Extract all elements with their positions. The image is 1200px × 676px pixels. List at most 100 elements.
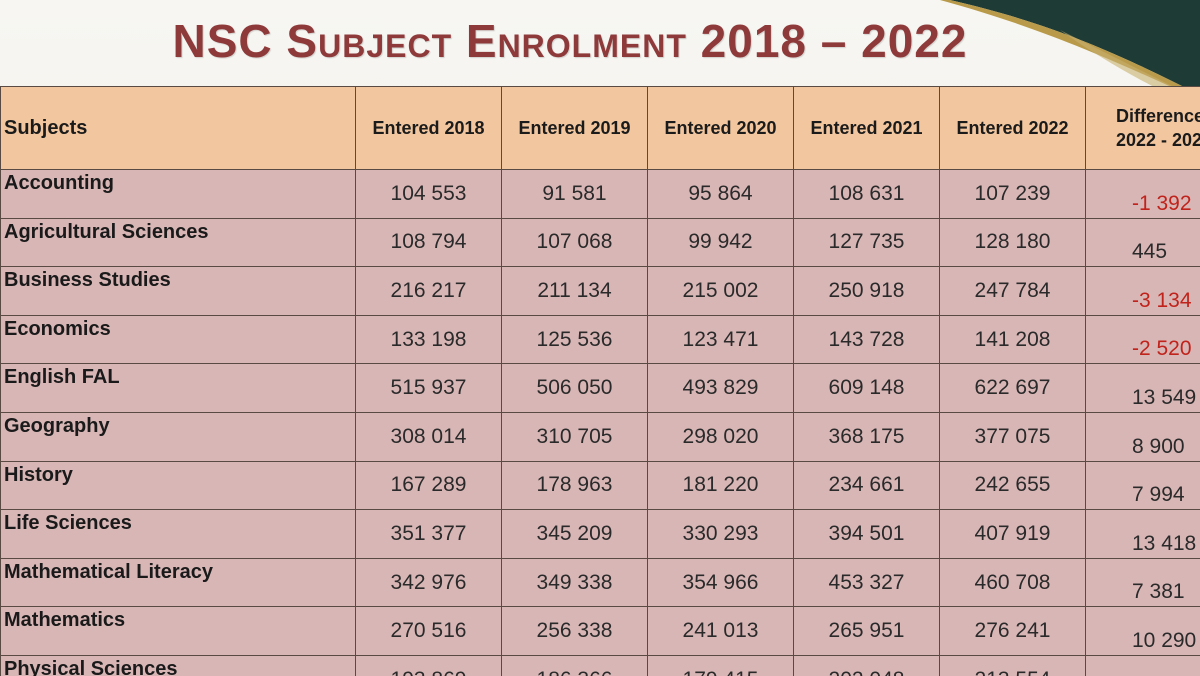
subject-cell: Mathematics <box>0 606 356 656</box>
value-cell: 351 377 <box>355 509 502 559</box>
table-header-row: Subjects Entered 2018 Entered 2019 Enter… <box>0 86 1200 170</box>
table-row: Accounting 104 553 91 581 95 864 108 631 107 … <box>0 169 1200 219</box>
value-cell: 276 241 <box>939 606 1086 656</box>
value-cell: 99 942 <box>647 217 794 268</box>
value-cell: 506 050 <box>501 363 648 413</box>
header-difference-line2: 2022 - 2021 <box>1116 130 1200 150</box>
value-cell: 298 020 <box>647 411 794 462</box>
table-row: Mathematics 270 516 256 338 241 013 265 951 2… <box>0 606 1200 656</box>
subject-cell: Accounting <box>0 169 356 219</box>
value-cell: 609 148 <box>793 363 940 413</box>
difference-cell: 13 549 <box>1085 363 1200 413</box>
table-row: English FAL 515 937 506 050 493 829 609 148 6… <box>0 363 1200 413</box>
value-cell: 108 794 <box>355 217 502 268</box>
value-cell: 202 048 <box>793 654 940 676</box>
value-cell: 308 014 <box>355 411 502 462</box>
value-cell: 622 697 <box>939 363 1086 413</box>
value-cell: 349 338 <box>501 557 648 608</box>
value-cell: 342 976 <box>355 557 502 608</box>
header-subjects: Subjects <box>0 86 356 170</box>
value-cell: 133 198 <box>355 314 502 365</box>
value-cell: 123 471 <box>647 314 794 365</box>
header-entered-2019: Entered 2019 <box>501 86 648 170</box>
value-cell: 108 631 <box>793 169 940 219</box>
value-cell: 234 661 <box>793 460 940 511</box>
value-cell: 178 963 <box>501 460 648 511</box>
value-cell: 141 208 <box>939 314 1086 365</box>
header-difference-line1: Difference <box>1116 106 1200 126</box>
difference-cell: 10 290 <box>1085 606 1200 656</box>
value-cell: 125 536 <box>501 314 648 365</box>
header-difference: Difference 2022 - 2021 <box>1085 86 1200 170</box>
subject-cell: Geography <box>0 411 356 462</box>
difference-cell: 7 381 <box>1085 557 1200 608</box>
table-row: Economics 133 198 125 536 123 471 143 728 141… <box>0 314 1200 365</box>
subject-cell: Mathematical Literacy <box>0 557 356 608</box>
value-cell: 127 735 <box>793 217 940 268</box>
enrolment-table-wrapper: Subjects Entered 2018 Entered 2019 Enter… <box>0 86 1200 676</box>
subject-cell: English FAL <box>0 363 356 413</box>
value-cell: 394 501 <box>793 509 940 559</box>
value-cell: 407 919 <box>939 509 1086 559</box>
value-cell: 241 013 <box>647 606 794 656</box>
value-cell: 377 075 <box>939 411 1086 462</box>
value-cell: 265 951 <box>793 606 940 656</box>
value-cell: 95 864 <box>647 169 794 219</box>
subject-cell: Physical Sciences <box>0 654 356 676</box>
value-cell: 91 581 <box>501 169 648 219</box>
value-cell: 216 217 <box>355 266 502 316</box>
header-entered-2018: Entered 2018 <box>355 86 502 170</box>
header-entered-2020: Entered 2020 <box>647 86 794 170</box>
value-cell: 247 784 <box>939 266 1086 316</box>
value-cell: 107 239 <box>939 169 1086 219</box>
value-cell: 211 134 <box>501 266 648 316</box>
difference-cell: -3 134 <box>1085 266 1200 316</box>
subject-cell: Agricultural Sciences <box>0 217 356 268</box>
difference-cell: 11 506 <box>1085 654 1200 676</box>
value-cell: 215 002 <box>647 266 794 316</box>
value-cell: 368 175 <box>793 411 940 462</box>
table-row: Geography 308 014 310 705 298 020 368 175 377… <box>0 411 1200 462</box>
value-cell: 213 554 <box>939 654 1086 676</box>
value-cell: 256 338 <box>501 606 648 656</box>
difference-cell: -1 392 <box>1085 169 1200 219</box>
value-cell: 330 293 <box>647 509 794 559</box>
value-cell: 181 220 <box>647 460 794 511</box>
table-row: Business Studies 216 217 211 134 215 002 250… <box>0 266 1200 316</box>
value-cell: 242 655 <box>939 460 1086 511</box>
page-title: NSC Subject Enrolment 2018 – 2022 <box>172 15 968 67</box>
table-row: History 167 289 178 963 181 220 234 661 242 6… <box>0 460 1200 511</box>
subject-cell: Life Sciences <box>0 509 356 559</box>
subject-cell: History <box>0 460 356 511</box>
value-cell: 354 966 <box>647 557 794 608</box>
subject-cell: Business Studies <box>0 266 356 316</box>
value-cell: 515 937 <box>355 363 502 413</box>
value-cell: 493 829 <box>647 363 794 413</box>
value-cell: 143 728 <box>793 314 940 365</box>
table-row: Life Sciences 351 377 345 209 330 293 394 50… <box>0 509 1200 559</box>
value-cell: 167 289 <box>355 460 502 511</box>
value-cell: 310 705 <box>501 411 648 462</box>
subject-cell: Economics <box>0 314 356 365</box>
value-cell: 104 553 <box>355 169 502 219</box>
header-entered-2022: Entered 2022 <box>939 86 1086 170</box>
value-cell: 460 708 <box>939 557 1086 608</box>
enrolment-table: Subjects Entered 2018 Entered 2019 Enter… <box>0 86 1200 676</box>
header-entered-2021: Entered 2021 <box>793 86 940 170</box>
difference-cell: 445 <box>1085 217 1200 268</box>
value-cell: 179 415 <box>647 654 794 676</box>
value-cell: 453 327 <box>793 557 940 608</box>
value-cell: 107 068 <box>501 217 648 268</box>
table-row: Mathematical Literacy 342 976 349 338 354 9… <box>0 557 1200 608</box>
value-cell: 250 918 <box>793 266 940 316</box>
table-row: Agricultural Sciences 108 794 107 068 99 94… <box>0 217 1200 268</box>
value-cell: 186 366 <box>501 654 648 676</box>
difference-cell: -2 520 <box>1085 314 1200 365</box>
difference-cell: 13 418 <box>1085 509 1200 559</box>
value-cell: 193 869 <box>355 654 502 676</box>
value-cell: 270 516 <box>355 606 502 656</box>
value-cell: 128 180 <box>939 217 1086 268</box>
difference-cell: 8 900 <box>1085 411 1200 462</box>
difference-cell: 7 994 <box>1085 460 1200 511</box>
